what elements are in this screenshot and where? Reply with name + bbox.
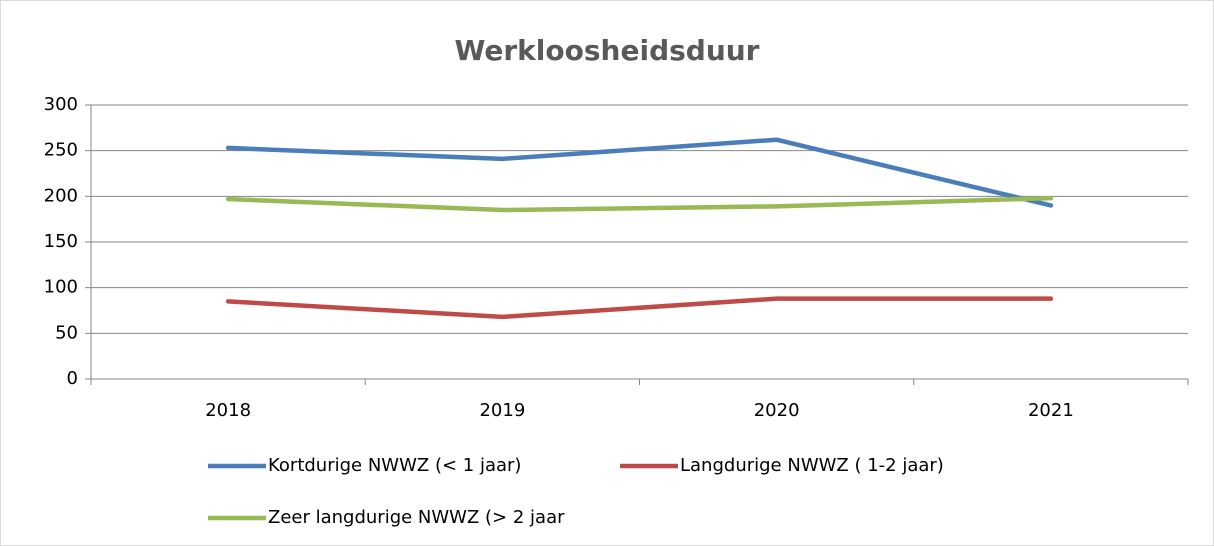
legend-label: Kortdurige NWWZ (< 1 jaar): [268, 455, 521, 476]
series-line: [225, 137, 1054, 208]
legend-label: Zeer langdurige NWWZ (> 2 jaar: [268, 507, 565, 528]
series-line: [225, 296, 1054, 320]
x-tick-label: 2020: [754, 400, 800, 421]
y-tick-label: 100: [44, 277, 78, 298]
legend-label: Langdurige NWWZ ( 1-2 jaar): [680, 455, 944, 476]
x-tick-label: 2019: [479, 400, 525, 421]
y-tick-label: 150: [44, 231, 78, 252]
y-tick-label: 300: [44, 94, 78, 115]
y-tick-label: 200: [44, 185, 78, 206]
y-tick-label: 250: [44, 140, 78, 161]
x-tick-label: 2021: [1028, 400, 1074, 421]
series-line: [225, 195, 1054, 213]
chart-title: Werkloosheidsduur: [455, 34, 760, 67]
y-tick-label: 0: [67, 368, 78, 389]
y-tick-label: 50: [55, 322, 78, 343]
x-tick-label: 2018: [205, 400, 251, 421]
